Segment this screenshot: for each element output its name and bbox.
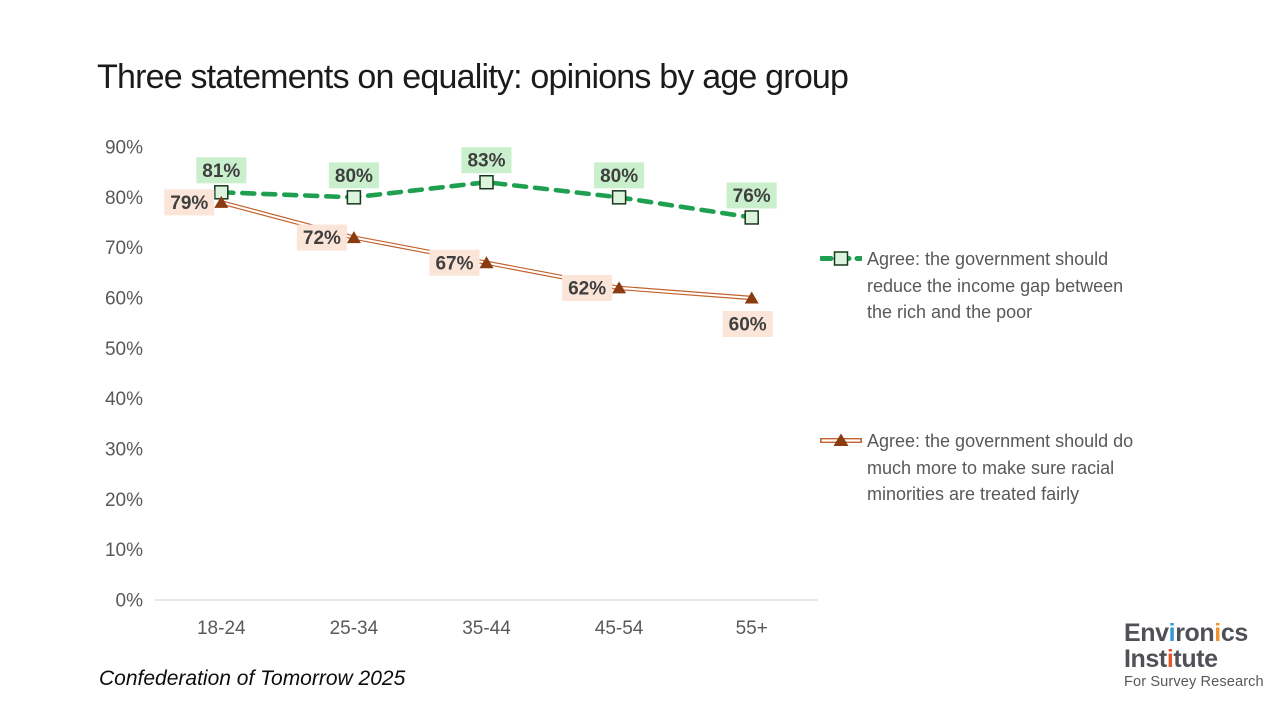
legend-item-income-gap: Agree: the government should reduce the … [820, 246, 1180, 326]
data-label: 76% [733, 186, 771, 207]
data-label: 80% [600, 166, 638, 187]
y-axis-tick-label: 0% [116, 591, 144, 612]
chart-title: Three statements on equality: opinions b… [97, 58, 849, 96]
data-label: 79% [170, 193, 208, 214]
logo-letter: i [1168, 619, 1176, 647]
x-axis-category-label: 45-54 [595, 618, 644, 639]
data-label: 72% [303, 228, 341, 249]
x-axis-category-label: 25-34 [330, 618, 379, 639]
y-axis-tick-label: 70% [105, 238, 143, 259]
data-label-background [722, 311, 773, 337]
logo-letter: i [1214, 619, 1221, 647]
green-dashed-line-square-marker-icon [820, 251, 862, 266]
y-axis-tick-label: 90% [105, 138, 143, 159]
legend-label-income-gap: Agree: the government should reduce the … [867, 249, 1124, 322]
data-label: 62% [568, 278, 606, 299]
source-citation: Confederation of Tomorrow 2025 [99, 667, 406, 690]
triangle-data-point-marker [744, 291, 759, 304]
triangle-data-point-marker [346, 231, 361, 244]
data-label-background [562, 274, 613, 301]
y-axis-tick-label: 20% [105, 490, 143, 511]
logo-letter: ron [1175, 619, 1215, 647]
y-axis-tick-label: 10% [105, 540, 143, 561]
data-label-background [164, 189, 215, 216]
data-label-background [726, 182, 777, 209]
y-axis-tick-label: 80% [105, 188, 143, 209]
triangle-data-point-marker [612, 281, 627, 294]
logo-letter: Inst [1124, 645, 1167, 673]
environics-institute-logo: Environics Institute For Survey Research [1124, 620, 1264, 690]
logo-wordmark-institute: Institute [1124, 646, 1264, 672]
data-label: 80% [335, 166, 373, 187]
orange-double-line-triangle-marker-icon [820, 433, 862, 446]
data-label: 67% [435, 253, 473, 274]
data-label-background [296, 224, 347, 251]
square-data-point-marker [744, 210, 759, 225]
data-label-background [196, 157, 247, 184]
data-label-background [594, 162, 645, 189]
logo-letter: i [1166, 645, 1174, 673]
legend-label-racial-minorities: Agree: the government should do much mor… [867, 431, 1134, 504]
square-data-point-marker [346, 190, 362, 205]
data-label: 83% [467, 151, 505, 172]
logo-letter: Env [1124, 619, 1169, 647]
y-axis-tick-label: 50% [105, 339, 143, 360]
x-axis-category-label: 55+ [736, 618, 768, 639]
data-label-background [429, 249, 480, 276]
y-axis-tick-label: 40% [105, 389, 143, 410]
data-label: 81% [202, 161, 240, 182]
y-axis-tick-label: 30% [105, 440, 143, 461]
legend-item-racial-minorities: Agree: the government should do much mor… [820, 428, 1180, 508]
x-axis-category-label: 18-24 [197, 618, 246, 639]
square-data-point-marker [611, 190, 627, 205]
triangle-data-point-marker [214, 195, 229, 208]
y-axis-tick-label: 60% [105, 289, 143, 310]
logo-wordmark-environics: Environics [1124, 620, 1264, 646]
logo-letter: tute [1173, 645, 1218, 673]
x-axis-category-label: 35-44 [462, 618, 511, 639]
data-label: 60% [729, 315, 767, 336]
data-label-background [328, 162, 379, 189]
square-data-point-marker [479, 174, 494, 190]
triangle-data-point-marker [479, 256, 494, 269]
logo-letter: cs [1220, 619, 1248, 647]
logo-tagline: For Survey Research [1124, 674, 1264, 690]
data-label-background [461, 147, 512, 174]
